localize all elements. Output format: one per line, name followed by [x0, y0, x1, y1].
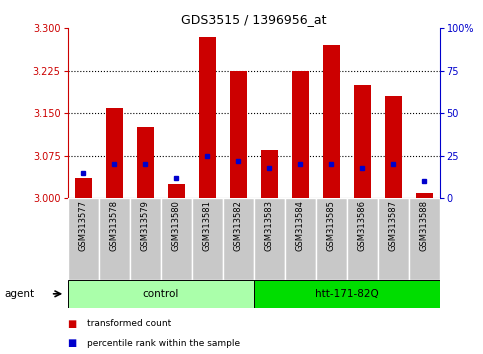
Bar	[315, 198, 347, 280]
Bar	[168, 184, 185, 198]
Bar	[409, 198, 440, 280]
Text: GSM313581: GSM313581	[202, 200, 212, 251]
Bar	[415, 193, 433, 198]
Text: GSM313587: GSM313587	[388, 200, 398, 251]
Text: GSM313586: GSM313586	[357, 200, 367, 251]
Bar	[323, 45, 340, 198]
Bar	[347, 198, 378, 280]
Bar	[378, 198, 409, 280]
Text: GSM313584: GSM313584	[296, 200, 305, 251]
Text: GSM313579: GSM313579	[141, 200, 150, 251]
Text: control: control	[142, 289, 179, 299]
Text: GSM313585: GSM313585	[327, 200, 336, 251]
Bar	[74, 178, 92, 198]
Bar	[254, 280, 440, 308]
Bar	[223, 198, 254, 280]
Bar	[229, 71, 247, 198]
Title: GDS3515 / 1396956_at: GDS3515 / 1396956_at	[181, 13, 327, 26]
Text: ■: ■	[68, 319, 77, 329]
Bar	[137, 127, 154, 198]
Text: transformed count: transformed count	[87, 319, 171, 329]
Bar	[161, 198, 192, 280]
Text: GSM313588: GSM313588	[420, 200, 428, 251]
Bar	[254, 198, 284, 280]
Text: GSM313580: GSM313580	[171, 200, 181, 251]
Bar	[260, 150, 278, 198]
Text: GSM313577: GSM313577	[79, 200, 87, 251]
Bar	[292, 71, 309, 198]
Text: ■: ■	[68, 338, 77, 348]
Bar	[99, 198, 129, 280]
Bar	[199, 37, 215, 198]
Bar	[284, 198, 315, 280]
Text: GSM313582: GSM313582	[234, 200, 242, 251]
Text: htt-171-82Q: htt-171-82Q	[315, 289, 378, 299]
Text: percentile rank within the sample: percentile rank within the sample	[87, 339, 240, 348]
Bar	[192, 198, 223, 280]
Bar	[354, 85, 370, 198]
Text: GSM313578: GSM313578	[110, 200, 119, 251]
Bar	[106, 108, 123, 198]
Text: GSM313583: GSM313583	[265, 200, 273, 251]
Bar	[68, 198, 99, 280]
Bar	[129, 198, 161, 280]
Bar	[384, 96, 401, 198]
Text: agent: agent	[5, 289, 35, 299]
Bar	[68, 280, 254, 308]
